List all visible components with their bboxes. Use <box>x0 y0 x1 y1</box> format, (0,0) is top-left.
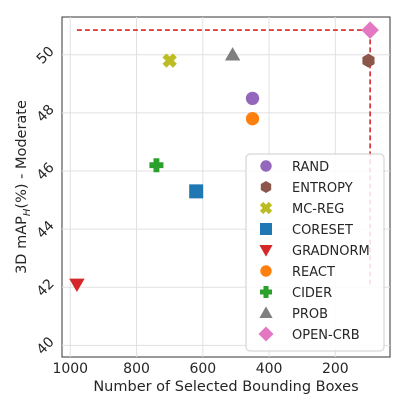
y-tick-label: 48 <box>34 102 58 126</box>
point-prob <box>224 47 241 61</box>
legend-marker-cider <box>260 286 272 298</box>
legend-marker-gradnorm <box>259 245 273 257</box>
legend-label-mc-reg: MC-REG <box>292 202 344 217</box>
x-tick-labels: 1000 800 600 400 200 <box>52 361 348 377</box>
point-open-crb <box>361 21 379 39</box>
legend-label-gradnorm: GRADNORM <box>292 244 370 259</box>
legend-label-coreset: CORESET <box>292 223 353 238</box>
x-axis-label: Number of Selected Bounding Boxes <box>93 379 358 395</box>
legend-label-rand: RAND <box>292 160 329 175</box>
y-tick-label: 42 <box>34 276 58 300</box>
x-tick-label: 200 <box>322 361 349 377</box>
y-tick-label: 44 <box>34 218 58 242</box>
x-tick-label: 400 <box>256 361 283 377</box>
y-tick-label: 46 <box>34 160 58 184</box>
legend-label-open-crb: OPEN-CRB <box>292 328 360 343</box>
legend: RAND ENTROPY MC-REG CORESET GRADNORM REACT CID… <box>245 153 385 352</box>
legend-label-cider: CIDER <box>292 286 332 301</box>
point-rand <box>245 91 260 106</box>
y-axis-label-suffix: (%) - Moderate <box>14 100 30 209</box>
x-tick-label: 800 <box>123 361 150 377</box>
legend-marker-open-crb <box>258 326 274 342</box>
point-mc-reg <box>162 53 177 68</box>
y-tick-label: 50 <box>34 44 58 68</box>
x-tick-label: 1000 <box>52 361 88 377</box>
legend-marker-prob <box>259 306 273 318</box>
point-gradnorm <box>69 278 85 293</box>
y-tick-label: 40 <box>34 334 58 358</box>
point-cider <box>149 158 164 173</box>
point-react <box>245 112 260 126</box>
legend-marker-coreset <box>260 223 272 235</box>
x-tick-label: 600 <box>189 361 216 377</box>
legend-marker-entropy <box>260 181 272 193</box>
legend-label-prob: PROB <box>292 307 328 322</box>
data-points <box>69 21 379 293</box>
legend-marker-react <box>260 265 272 277</box>
y-tick-labels: 40 42 44 46 48 50 <box>34 44 58 359</box>
legend-label-entropy: ENTROPY <box>292 181 353 196</box>
legend-marker-rand <box>260 160 272 172</box>
legend-box <box>245 153 385 352</box>
legend-label-react: REACT <box>292 265 335 280</box>
point-coreset <box>189 184 204 199</box>
y-axis-label: 3D mAPH(%) - Moderate <box>14 100 33 274</box>
y-axis-label-main: 3D mAP <box>14 216 30 274</box>
point-entropy <box>362 53 375 68</box>
legend-marker-mc-reg <box>259 201 273 215</box>
y-axis-label-subscript: H <box>22 208 33 216</box>
